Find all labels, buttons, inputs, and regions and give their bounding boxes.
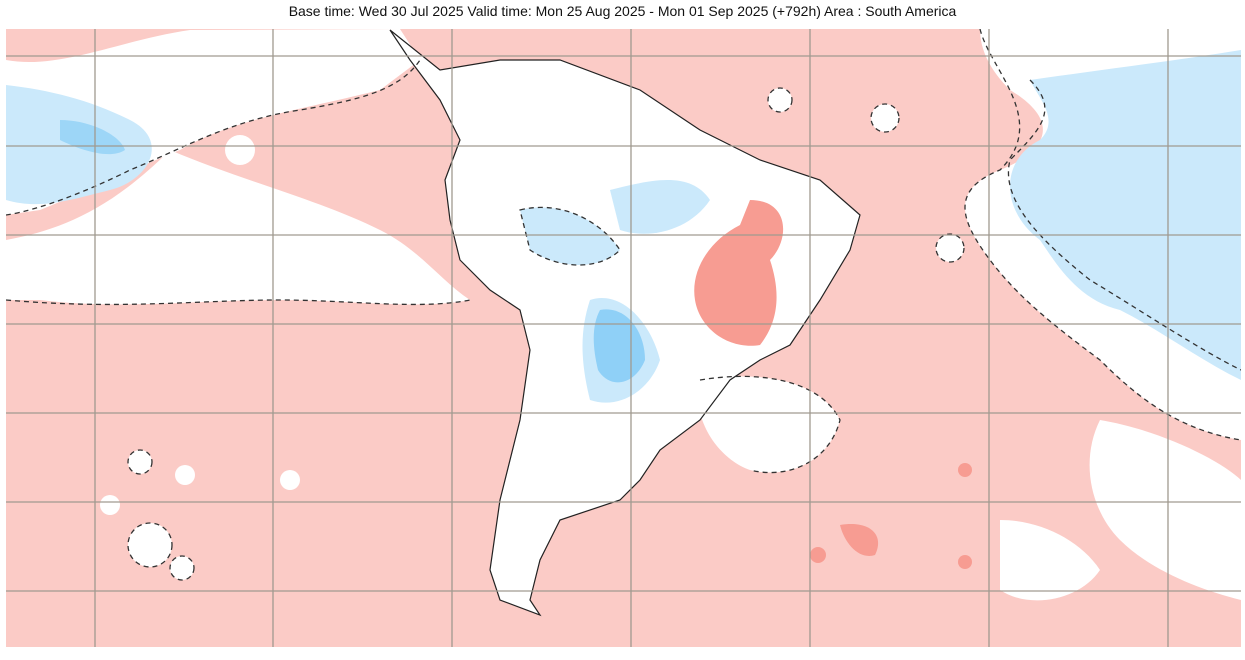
- map-title: Base time: Wed 30 Jul 2025 Valid time: M…: [288, 3, 957, 19]
- negative-areas: [6, 50, 1241, 403]
- contours: [6, 29, 1241, 581]
- strong-negative: [593, 309, 645, 383]
- map-layers: [6, 29, 1241, 647]
- strong-positive: [694, 200, 972, 569]
- graticule: [6, 29, 1241, 647]
